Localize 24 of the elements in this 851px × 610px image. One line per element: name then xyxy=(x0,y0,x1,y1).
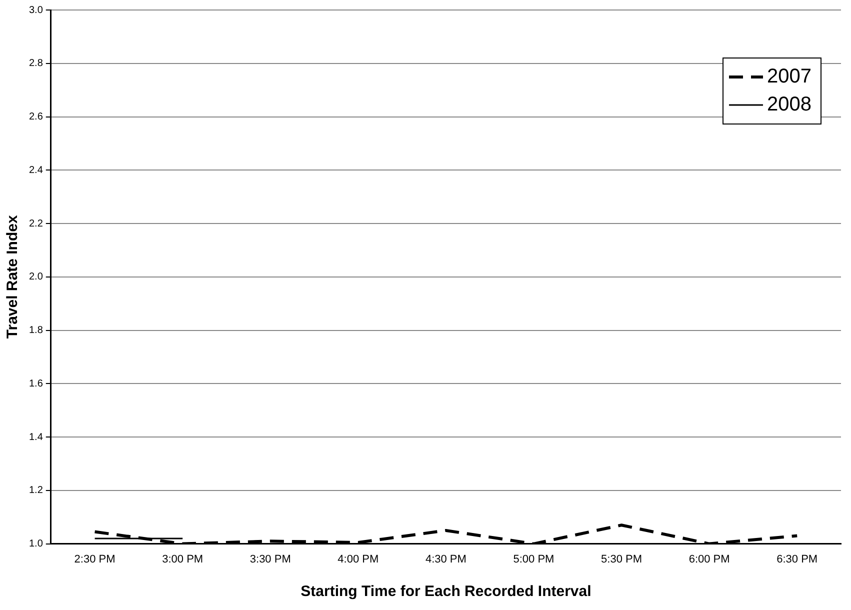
y-tick-label: 1.2 xyxy=(28,485,44,496)
x-tick-label: 5:00 PM xyxy=(513,553,554,566)
y-tick-label: 1.0 xyxy=(28,538,44,550)
x-tick-label: 2:30 PM xyxy=(74,553,116,566)
x-tick-label: 3:30 PM xyxy=(250,553,291,566)
legend-label: 2008 xyxy=(767,94,812,116)
x-axis-title: Starting Time for Each Recorded Interval xyxy=(300,583,592,600)
y-axis-title: Travel Rate Index xyxy=(4,214,22,339)
y-tick-label: 2.4 xyxy=(28,164,44,176)
x-tick-label: 4:30 PM xyxy=(425,553,466,566)
y-tick-label: 1.6 xyxy=(28,378,44,390)
x-tick-label: 3:00 PM xyxy=(162,553,204,566)
x-tick-label: 5:30 PM xyxy=(601,553,642,566)
y-tick-label: 3.0 xyxy=(28,4,44,16)
x-tick-label: 4:00 PM xyxy=(338,553,379,566)
y-tick-label: 2.8 xyxy=(28,58,44,70)
y-tick-label: 1.4 xyxy=(28,432,44,443)
y-tick-label: 2.2 xyxy=(28,218,44,230)
y-tick-label: 2.6 xyxy=(28,112,44,123)
legend-label: 2007 xyxy=(767,66,812,88)
y-tick-label: 1.8 xyxy=(28,325,44,336)
y-tick-label: 2.0 xyxy=(28,272,44,283)
x-tick-label: 6:00 PM xyxy=(688,553,730,566)
x-tick-label: 6:30 PM xyxy=(776,553,818,566)
